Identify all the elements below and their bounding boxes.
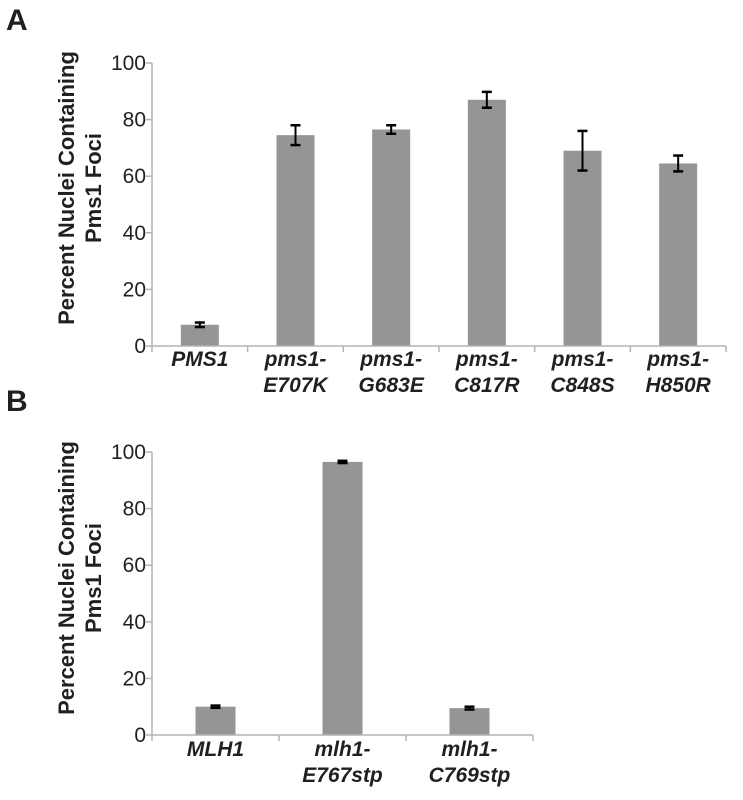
y-tick-label: 40 — [123, 222, 146, 245]
bar-series — [195, 459, 490, 735]
bar — [180, 324, 219, 346]
x-tick-label: pms1- — [646, 348, 709, 371]
x-tick-label: MLH1 — [187, 738, 244, 761]
panel-letter-a: A — [6, 4, 28, 37]
y-tick-label: 20 — [123, 667, 146, 690]
y-axis-label-line1: Percent Nuclei Containing — [54, 51, 79, 325]
y-tick-label: 0 — [134, 335, 146, 358]
x-tick-label: C817R — [454, 374, 520, 397]
x-axis: MLH1 mlh1- E767stp mlh1- C769stp — [151, 734, 534, 787]
bar-series — [180, 90, 698, 346]
y-axis: 0 20 40 60 80 100 — [111, 52, 153, 358]
x-tick-label: pms1- — [264, 348, 327, 371]
x-tick-label: G683E — [358, 374, 424, 397]
y-tick-label: 80 — [123, 498, 146, 521]
x-tick-label: E767stp — [302, 764, 383, 787]
x-tick-label: C769stp — [429, 764, 511, 787]
bar — [449, 708, 490, 735]
x-tick-label: pms1- — [551, 348, 614, 371]
x-tick-label: H850R — [645, 374, 711, 397]
x-tick-label: E707K — [263, 374, 329, 397]
bar — [659, 163, 698, 346]
bar — [195, 706, 236, 735]
bar — [467, 99, 506, 346]
bar — [276, 135, 315, 346]
y-tick-label: 60 — [123, 165, 146, 188]
bar — [563, 150, 602, 346]
x-tick-label: mlh1- — [314, 738, 370, 761]
panel-b: B Percent Nuclei Containing Pms1 Foci 0 2… — [6, 385, 534, 787]
x-tick-label: pms1- — [359, 348, 422, 371]
y-axis: 0 20 40 60 80 100 — [111, 441, 153, 747]
panel-letter-b: B — [6, 385, 28, 418]
x-tick-label: C848S — [550, 374, 614, 397]
y-axis-label-line2: Pms1 Foci — [81, 133, 106, 243]
y-tick-label: 80 — [123, 109, 146, 132]
y-tick-label: 0 — [134, 724, 146, 747]
y-axis-label-line2: Pms1 Foci — [81, 523, 106, 633]
y-tick-label: 100 — [111, 52, 146, 75]
panel-a: A Percent Nuclei Containing Pms1 Foci 0 2… — [6, 4, 727, 397]
x-axis: PMS1 pms1- E707K pms1- G683E pms1- C817R pms1- C… — [151, 345, 727, 397]
bar — [322, 461, 363, 735]
x-tick-label: pms1- — [455, 348, 518, 371]
y-axis-label-line1: Percent Nuclei Containing — [54, 441, 79, 715]
y-tick-label: 100 — [111, 441, 146, 464]
bar — [372, 129, 411, 346]
x-tick-label: PMS1 — [171, 348, 228, 371]
y-tick-label: 40 — [123, 611, 146, 634]
x-tick-label: mlh1- — [441, 738, 497, 761]
y-tick-label: 60 — [123, 554, 146, 577]
y-tick-label: 20 — [123, 278, 146, 301]
